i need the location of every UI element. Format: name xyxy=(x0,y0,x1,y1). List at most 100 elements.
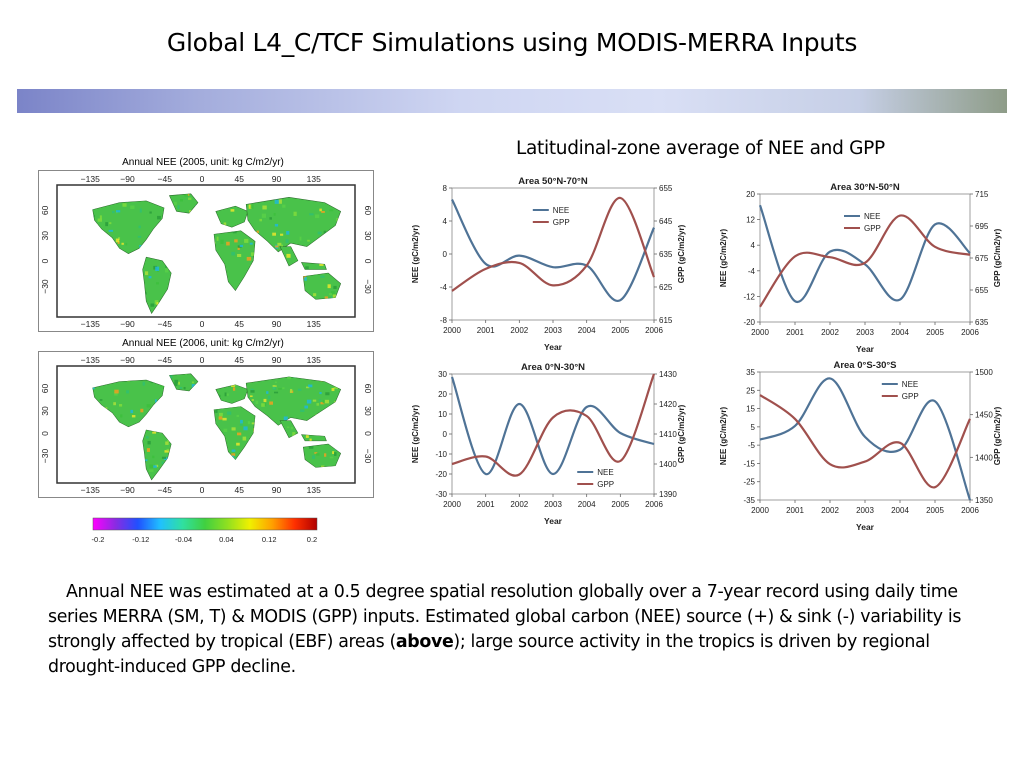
x-tick-label: 2000 xyxy=(751,328,769,337)
chart-title: Area 0°S-30°S xyxy=(833,360,896,371)
continent-shape xyxy=(302,443,342,468)
lon-tick-label-top: −135 xyxy=(81,355,100,365)
lon-tick-label-bottom: 0 xyxy=(200,485,205,495)
y2-tick-label: 1420 xyxy=(659,400,677,409)
lat-tick-label-right: 30 xyxy=(363,406,373,416)
x-tick-label: 2005 xyxy=(611,500,629,509)
y-tick-label: -15 xyxy=(743,459,755,468)
y-tick-label: 0 xyxy=(443,250,448,259)
y2-tick-label: 1400 xyxy=(659,460,677,469)
chart-title: Area 50°N-70°N xyxy=(518,176,588,187)
y2-tick-label: 635 xyxy=(975,318,989,327)
x-tick-label: 2006 xyxy=(961,506,979,515)
lon-tick-label-top: 0 xyxy=(200,355,205,365)
lat-tick-label-right: 0 xyxy=(363,259,373,264)
paragraph-text-end: ); large source activity in the tropics … xyxy=(48,632,930,677)
lon-tick-label-top: −90 xyxy=(120,355,135,365)
x-tick-label: 2002 xyxy=(510,500,528,509)
x-tick-label: 2000 xyxy=(443,326,461,335)
continent-shape xyxy=(92,200,165,254)
series-line-nee xyxy=(759,377,972,501)
chart-0n-30n: Area 0°N-30°N -30 -20 -10 0 10 20 30 1390 1400 141… xyxy=(411,362,686,526)
y-axis-label: NEE (gC/m2/yr) xyxy=(719,229,728,288)
map-title-2005: Annual NEE (2005, unit: kg C/m2/yr) xyxy=(122,157,284,168)
y-tick-label: -12 xyxy=(743,292,755,301)
y-tick-label: 8 xyxy=(443,184,448,193)
colorbar-gradient xyxy=(92,517,318,531)
chart-title: Area 0°N-30°N xyxy=(521,362,585,373)
lon-tick-label-bottom: 90 xyxy=(272,319,282,329)
y2-tick-label: 675 xyxy=(975,254,989,263)
chart-30n-50n: Area 30°N-50°N -20 -12 -4 4 12 20 635 655 675 695 7… xyxy=(719,182,1002,354)
continent-shape xyxy=(92,379,165,428)
lon-tick-label-bottom: 0 xyxy=(200,319,205,329)
y-tick-label: 20 xyxy=(746,190,755,199)
lon-tick-label-top: −45 xyxy=(158,174,173,184)
legend-label: NEE xyxy=(902,380,918,389)
y-tick-label: 10 xyxy=(438,410,447,419)
colorbar-tick-label: 0.04 xyxy=(219,535,234,544)
lon-tick-label-bottom: −45 xyxy=(158,319,173,329)
y2-tick-label: 1500 xyxy=(975,368,993,377)
x-tick-label: 2006 xyxy=(645,326,663,335)
y2-tick-label: 715 xyxy=(975,190,989,199)
y-tick-label: -4 xyxy=(748,267,756,276)
lat-tick-label-left: 0 xyxy=(40,431,50,436)
series-line-gpp xyxy=(759,394,971,489)
y-tick-label: -8 xyxy=(440,316,448,325)
nee-map-2005: −135 −135 −90 −90 −45 −45 0 0 45 45 90 90 135 135 60 60… xyxy=(38,170,374,332)
lat-tick-label-right: −30 xyxy=(363,449,373,464)
y2-tick-label: 635 xyxy=(659,250,673,259)
nee-map-2006-canvas: −135 −135 −90 −90 −45 −45 0 0 45 45 90 90 135 135 60 60… xyxy=(40,355,373,495)
x-tick-label: 2001 xyxy=(786,506,804,515)
y2-axis-label: GPP (gC/m2/yr) xyxy=(993,228,1002,287)
legend-label: GPP xyxy=(553,218,570,227)
y-tick-label: -25 xyxy=(743,478,755,487)
y2-tick-label: 645 xyxy=(659,217,673,226)
nee-map-2006: −135 −135 −90 −90 −45 −45 0 0 45 45 90 90 135 135 60 60… xyxy=(38,351,374,498)
lon-tick-label-top: 45 xyxy=(235,174,245,184)
legend-label: NEE xyxy=(597,468,613,477)
chart-50n-70n: Area 50°N-70°N -8 -4 0 4 8 615 625 635 645 655 2000… xyxy=(411,176,686,352)
lat-tick-label-right: 60 xyxy=(363,206,373,216)
lon-tick-label-bottom: −90 xyxy=(120,485,135,495)
y-tick-label: 12 xyxy=(746,216,755,225)
continent-shape xyxy=(245,197,342,253)
lon-tick-label-bottom: −135 xyxy=(81,485,100,495)
x-tick-label: 2004 xyxy=(891,506,909,515)
x-tick-label: 2001 xyxy=(477,500,495,509)
x-tick-label: 2006 xyxy=(961,328,979,337)
y2-tick-label: 1390 xyxy=(659,490,677,499)
chart-0s-30s: Area 0°S-30°S -35 -25 -15 -5 5 15 25 35 1350 1400 1… xyxy=(719,360,1002,532)
lon-tick-label-top: 45 xyxy=(235,355,245,365)
series-line-nee xyxy=(450,376,655,476)
y-tick-label: 15 xyxy=(746,405,755,414)
y2-axis-label: GPP (gC/m2/yr) xyxy=(993,406,1002,465)
x-tick-label: 2003 xyxy=(856,328,874,337)
x-tick-label: 2002 xyxy=(821,506,839,515)
x-tick-label: 2004 xyxy=(891,328,909,337)
lon-tick-label-bottom: 90 xyxy=(272,485,282,495)
legend-label: GPP xyxy=(864,224,881,233)
colorbar-tick-label: -0.12 xyxy=(132,535,149,544)
lon-tick-label-top: −90 xyxy=(120,174,135,184)
y-tick-label: 30 xyxy=(438,370,447,379)
series-line-nee xyxy=(451,199,655,302)
y-tick-label: -20 xyxy=(743,318,755,327)
lon-tick-label-top: 90 xyxy=(272,174,282,184)
nee-map-2005-canvas: −135 −135 −90 −90 −45 −45 0 0 45 45 90 90 135 135 60 60… xyxy=(40,174,373,329)
y-tick-label: 4 xyxy=(443,217,448,226)
lon-tick-label-top: 0 xyxy=(200,174,205,184)
chart-panel-heading: Latitudinal-zone average of NEE and GPP xyxy=(516,138,885,159)
x-tick-label: 2004 xyxy=(578,326,596,335)
colorbar-tick-label: -0.2 xyxy=(92,535,105,544)
x-tick-label: 2005 xyxy=(611,326,629,335)
paragraph-bold-word: above xyxy=(395,632,454,652)
x-tick-label: 2003 xyxy=(544,326,562,335)
lon-tick-label-bottom: −135 xyxy=(81,319,100,329)
lat-tick-label-left: 30 xyxy=(40,406,50,416)
y-axis-label: NEE (gC/m2/yr) xyxy=(719,407,728,466)
y2-tick-label: 1350 xyxy=(975,496,993,505)
y2-tick-label: 1410 xyxy=(659,430,677,439)
lat-tick-label-left: 30 xyxy=(40,231,50,241)
